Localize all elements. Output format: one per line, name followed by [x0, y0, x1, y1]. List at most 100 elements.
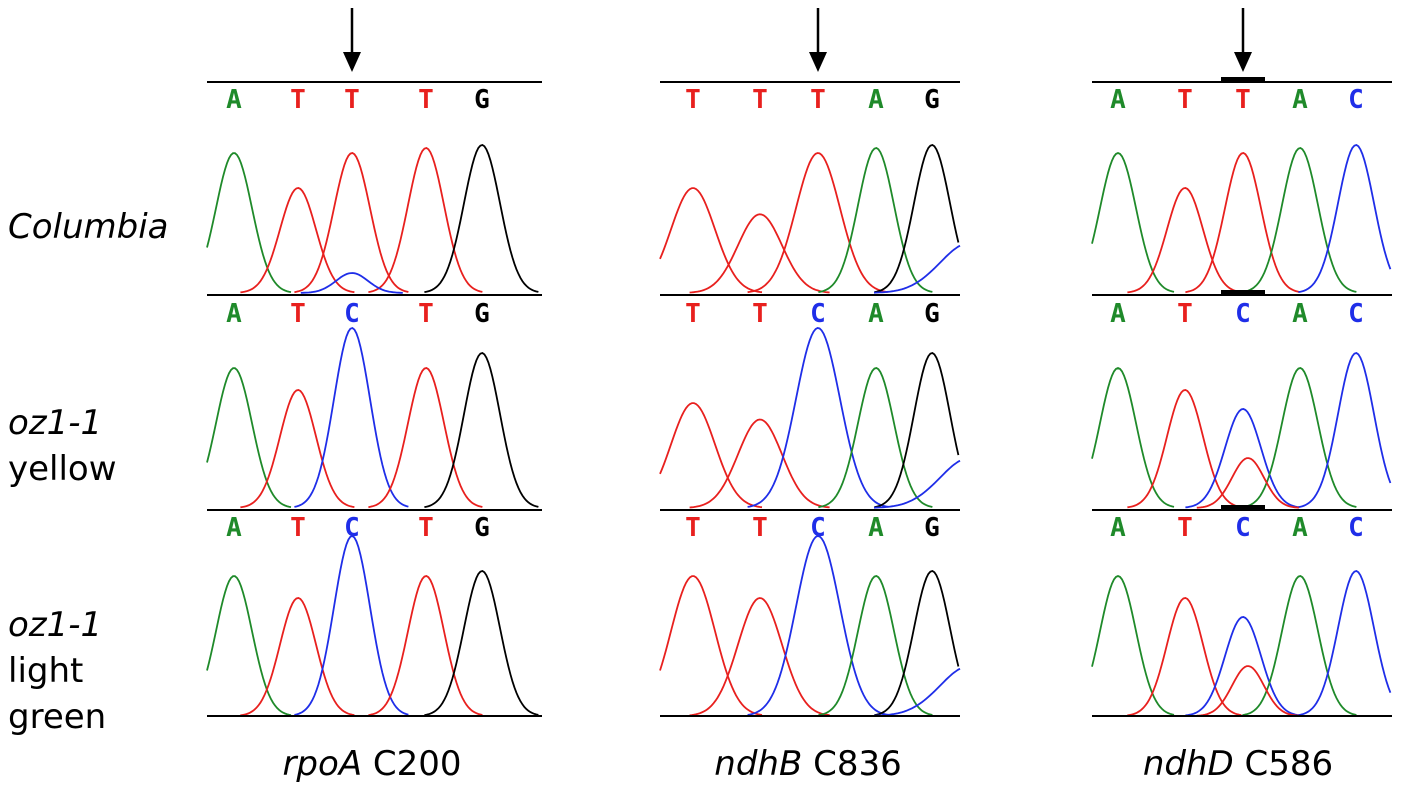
ndhD-track3-peak [1242, 575, 1357, 717]
rpoA-track3-base-call: A [226, 513, 242, 543]
ndhB-track3-peak [689, 597, 830, 717]
rpoA-track2-peak [206, 367, 292, 508]
ndhD-track3-minor-peak [1196, 665, 1299, 717]
row-label-italic: oz1-1 [8, 605, 103, 645]
row-label-oz1-1-light-green: oz1-1 light green [8, 602, 158, 740]
rpoA-track2-base-call: T [418, 299, 434, 329]
rpoA-track1-peak [294, 152, 409, 294]
rpoA-track3-peak [294, 534, 409, 716]
rpoA-track1-peak [368, 147, 483, 293]
ndhB-track3-peak [818, 575, 933, 717]
ndhD-track1-base-call: T [1235, 85, 1251, 115]
ndhB-track3-base-call: G [924, 513, 940, 543]
rpoA-track2-peak [240, 389, 355, 509]
ndhD-track2-base-call: T [1177, 299, 1193, 329]
ndhD-track1-base-call: C [1348, 85, 1364, 115]
ndhB-track2-base-call: G [924, 299, 940, 329]
ndhD-track2-base-call: C [1235, 299, 1251, 329]
rpoA-track1-base-call: A [226, 85, 242, 115]
ndhB-track2-peak [818, 367, 933, 509]
rpoA-track3-base-call: T [418, 513, 434, 543]
rpoA-track2-base-call: G [474, 299, 490, 329]
ndhD-track3-base-call: A [1292, 513, 1308, 543]
rpoA-track1-minor-peak [300, 272, 403, 294]
ndhD-track1-base-call: A [1110, 85, 1126, 115]
ndhD-track1-peak [1185, 152, 1300, 294]
ndhB-track3-base-call: A [868, 513, 884, 543]
ndhB-track1-base-call: T [752, 85, 768, 115]
ndhD-track2-base-call: A [1110, 299, 1126, 329]
ndhD-track2-peak [1091, 367, 1175, 508]
ndhB-track2-base-call: T [685, 299, 701, 329]
rpoA-track2-peak [294, 326, 409, 508]
rpoA-track3-base-call: T [290, 513, 306, 543]
ndhD-track2-base-call: A [1292, 299, 1308, 329]
rpoA-track3-peak [240, 597, 355, 717]
ndhB-track1-edge-peak [873, 244, 961, 294]
rpoA-track2-peak [368, 367, 483, 509]
ndhD-track2-base-call: C [1348, 299, 1364, 329]
column-label-ndhd: ndhD C586 [1058, 744, 1402, 784]
ndhD-track3-base-call: T [1177, 513, 1193, 543]
ndhD-track3-peak [1185, 616, 1300, 717]
row-label-italic: oz1-1 [8, 403, 103, 443]
rpoA-track2-base-call: T [290, 299, 306, 329]
ndhB-track1-peak [689, 213, 830, 294]
ndhB-track2-base-call: C [810, 299, 826, 329]
gene-name: rpoA [282, 744, 363, 784]
ndhD-track2-peak [1185, 408, 1300, 509]
ndhB-track3-base-call: T [752, 513, 768, 543]
row-label-plain: yellow [8, 449, 117, 489]
rpoA-track3-peak [368, 575, 483, 717]
site-name: C586 [1244, 744, 1334, 784]
rpoA-track1-base-call: T [344, 85, 360, 115]
ndhB-track3-peak [659, 575, 763, 716]
ndhD-track3-base-call: A [1110, 513, 1126, 543]
ndhD-track3-peak [1298, 570, 1392, 716]
ndhB-track3-peak [874, 570, 960, 716]
ndhD-track2-minor-peak [1196, 457, 1299, 509]
ndhB-track3-edge-peak [873, 667, 961, 717]
ndhD-track1-base-call: A [1292, 85, 1308, 115]
gene-name: ndhB [714, 744, 803, 784]
site-name: C200 [372, 744, 462, 784]
rpoA-track1-base-call: T [418, 85, 434, 115]
rpoA-track1-peak [206, 152, 292, 293]
ndhB-track2-peak [874, 352, 960, 508]
row-label-columbia: Columbia [8, 204, 169, 250]
ndhB-track1-peak [659, 187, 763, 294]
ndhB-track3-base-call: T [685, 513, 701, 543]
ndhB-track3-peak [747, 535, 888, 716]
row-label-italic: Columbia [8, 207, 169, 247]
rpoA-track1-peak [424, 144, 539, 293]
ndhB-track3-base-call: C [810, 513, 826, 543]
column-label-ndhb: ndhB C836 [628, 744, 988, 784]
ndhB-track2-base-call: A [868, 299, 884, 329]
ndhD-track3-peak [1091, 575, 1175, 716]
ndhB-track2-peak [689, 418, 830, 509]
site-name: C836 [813, 744, 902, 784]
rpoA-track2-base-call: C [344, 299, 360, 329]
ndhB-track1-base-call: A [868, 85, 884, 115]
ndhD-track1-peak [1127, 187, 1242, 294]
chromatogram-tracks: A T T T G A T C T G A T C T G T T T A G T T C A G T T C A G A T T A C A T C A C… [206, 8, 1392, 717]
ndhD-track2-peak [1242, 367, 1357, 509]
ndhB-track2-peak [659, 402, 763, 509]
ndhB-track1-base-call: T [685, 85, 701, 115]
rpoA-track3-peak [424, 570, 539, 716]
row-label-plain: light green [8, 651, 107, 737]
gene-name: ndhD [1142, 744, 1234, 784]
rpoA-track3-base-call: G [474, 513, 490, 543]
ndhB-track2-base-call: T [752, 299, 768, 329]
ndhB-track1-base-call: T [810, 85, 826, 115]
ndhD-track2-peak [1298, 352, 1392, 508]
rpoA-track3-base-call: C [344, 513, 360, 543]
ndhB-track1-peak [747, 152, 888, 294]
column-label-rpoa: rpoA C200 [192, 744, 552, 784]
ndhB-track2-edge-peak [873, 459, 961, 509]
rpoA-track1-base-call: G [474, 85, 490, 115]
ndhD-track3-base-call: C [1235, 513, 1251, 543]
ndhD-track1-peak [1091, 152, 1175, 293]
ndhB-track1-peak [818, 147, 933, 293]
